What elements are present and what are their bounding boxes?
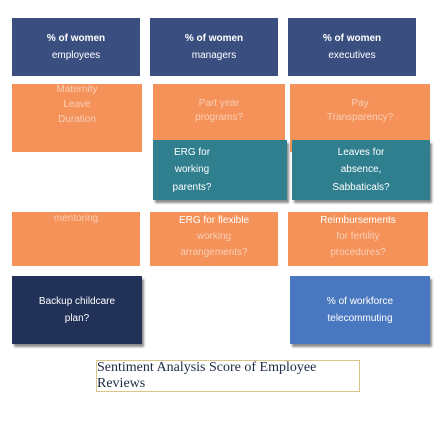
box-backup-childcare: Backup childcare plan? <box>12 276 142 344</box>
women-mentoring-line1: Women <box>58 198 94 209</box>
box-telecommuting-bg <box>290 276 430 344</box>
fertility-line3: procedures? <box>330 247 386 258</box>
erg-parents-line1: ERG for <box>173 146 211 158</box>
box-part-year-programs: Part year programs? <box>153 86 285 136</box>
women-managers-line2: managers <box>191 50 237 61</box>
box-women-managers-bg <box>150 18 278 76</box>
women-employees-line2: employees <box>51 50 101 61</box>
women-executives-line1: % of women <box>322 32 382 44</box>
box-backup-childcare-bg <box>12 276 142 344</box>
sentiment-footer-label: Sentiment Analysis Score of Employee Rev… <box>97 360 317 391</box>
women-managers-line1: % of women <box>184 32 244 44</box>
box-women-employees: % of women employees <box>12 18 140 76</box>
fertility-line1: Reimbursements <box>320 215 396 226</box>
erg-parents-line2: working <box>174 164 210 176</box>
box-leaves-absence-bg <box>292 140 430 200</box>
leaves-absence-line3: Sabbaticals? <box>332 181 390 193</box>
box-erg-parents-bg <box>153 140 287 200</box>
box-women-employees-bg <box>12 18 140 76</box>
box-women-mentoring: Women mentoring <box>12 198 140 224</box>
part-year-line2: programs? <box>195 112 243 123</box>
erg-parents-line3: parents? <box>172 181 212 193</box>
backup-childcare-line1: Backup childcare <box>38 295 116 307</box>
box-workforce-telecommuting: % of workforce telecommuting <box>290 276 430 344</box>
part-year-line1: Part year <box>198 98 240 109</box>
box-women-executives: % of women executives <box>288 18 416 76</box>
backup-childcare-line2: plan? <box>64 313 90 324</box>
maternity-leave-line1: Maternity <box>56 84 98 95</box>
box-maternity-leave-bg <box>12 84 142 152</box>
women-executives-line2: executives <box>328 50 376 61</box>
box-pay-transparency: Pay Transparency? <box>290 86 430 136</box>
women-employees-line1: % of women <box>46 32 106 44</box>
women-mentoring-line2: mentoring <box>53 213 99 224</box>
box-maternity-leave: Maternity Leave Duration <box>12 80 142 152</box>
box-fertility-reimbursements: Reimbursements for fertility procedures? <box>288 208 428 266</box>
box-erg-flexible-bg <box>150 212 278 266</box>
leaves-absence-line2: absence, <box>340 164 382 176</box>
box-women-executives-bg <box>288 18 416 76</box>
fertility-line2: for fertility <box>336 231 380 242</box>
erg-flexible-line3: arrangements? <box>180 247 248 258</box>
pay-transparency-line1: Pay <box>351 98 369 109</box>
leaves-absence-line1: Leaves for <box>337 146 385 158</box>
erg-flexible-line2: working <box>196 231 232 242</box>
sentiment-footer-box: Sentiment Analysis Score of Employee Rev… <box>96 360 360 392</box>
box-erg-flexible: ERG for flexible working arrangements? <box>150 208 278 266</box>
maternity-leave-line2: Leave <box>63 99 91 110</box>
maternity-leave-line3: Duration <box>58 114 96 125</box>
box-women-mentoring-bg <box>12 212 140 266</box>
box-women-managers: % of women managers <box>150 18 278 76</box>
telecommuting-line1: % of workforce <box>326 295 394 307</box>
box-fertility-bg <box>288 212 428 266</box>
pay-transparency-line2: Transparency? <box>326 112 394 123</box>
box-leaves-absence: Leaves for absence, Sabbaticals? <box>292 140 430 200</box>
box-erg-parents: ERG for working parents? <box>153 140 287 200</box>
telecommuting-line2: telecommuting <box>327 313 393 324</box>
erg-flexible-line1: ERG for flexible <box>178 215 250 226</box>
